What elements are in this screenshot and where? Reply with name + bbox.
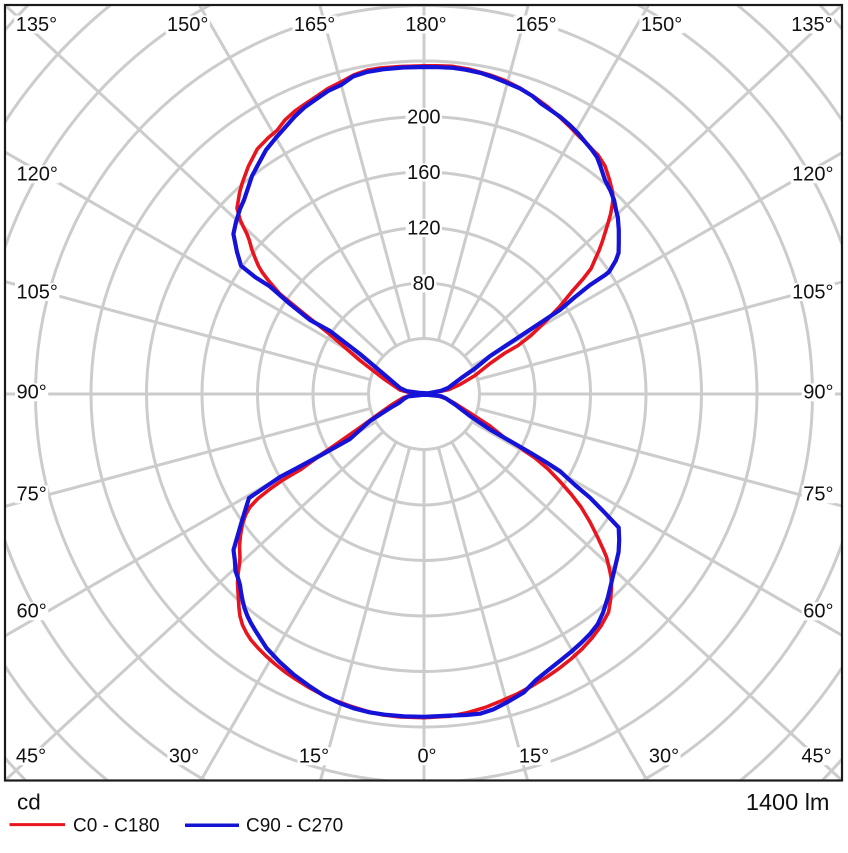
svg-text:200: 200	[407, 106, 440, 128]
svg-text:135°: 135°	[16, 14, 57, 36]
svg-text:75°: 75°	[803, 484, 833, 506]
svg-text:150°: 150°	[641, 14, 682, 36]
svg-text:C90 - C270: C90 - C270	[246, 816, 343, 837]
svg-text:60°: 60°	[17, 601, 47, 623]
svg-text:15°: 15°	[299, 746, 329, 768]
svg-text:120°: 120°	[792, 164, 833, 186]
svg-text:120°: 120°	[17, 164, 58, 186]
svg-text:135°: 135°	[791, 14, 832, 36]
svg-text:165°: 165°	[294, 14, 335, 36]
svg-text:0°: 0°	[417, 746, 436, 768]
svg-text:30°: 30°	[649, 746, 679, 768]
svg-text:15°: 15°	[519, 746, 549, 768]
svg-text:1400 lm: 1400 lm	[746, 789, 830, 815]
svg-text:30°: 30°	[169, 746, 199, 768]
svg-text:cd: cd	[17, 790, 41, 815]
svg-text:80: 80	[413, 273, 435, 295]
svg-text:75°: 75°	[17, 484, 47, 506]
svg-text:165°: 165°	[515, 14, 556, 36]
svg-text:105°: 105°	[792, 281, 833, 303]
svg-text:45°: 45°	[801, 746, 831, 768]
svg-text:90°: 90°	[803, 382, 833, 404]
svg-text:C0 - C180: C0 - C180	[73, 816, 160, 837]
svg-text:120: 120	[407, 217, 440, 239]
svg-text:60°: 60°	[803, 601, 833, 623]
svg-text:90°: 90°	[17, 382, 47, 404]
svg-text:105°: 105°	[17, 281, 58, 303]
svg-text:160: 160	[407, 162, 440, 184]
svg-text:45°: 45°	[16, 746, 46, 768]
svg-text:180°: 180°	[405, 14, 446, 36]
svg-text:150°: 150°	[167, 14, 208, 36]
